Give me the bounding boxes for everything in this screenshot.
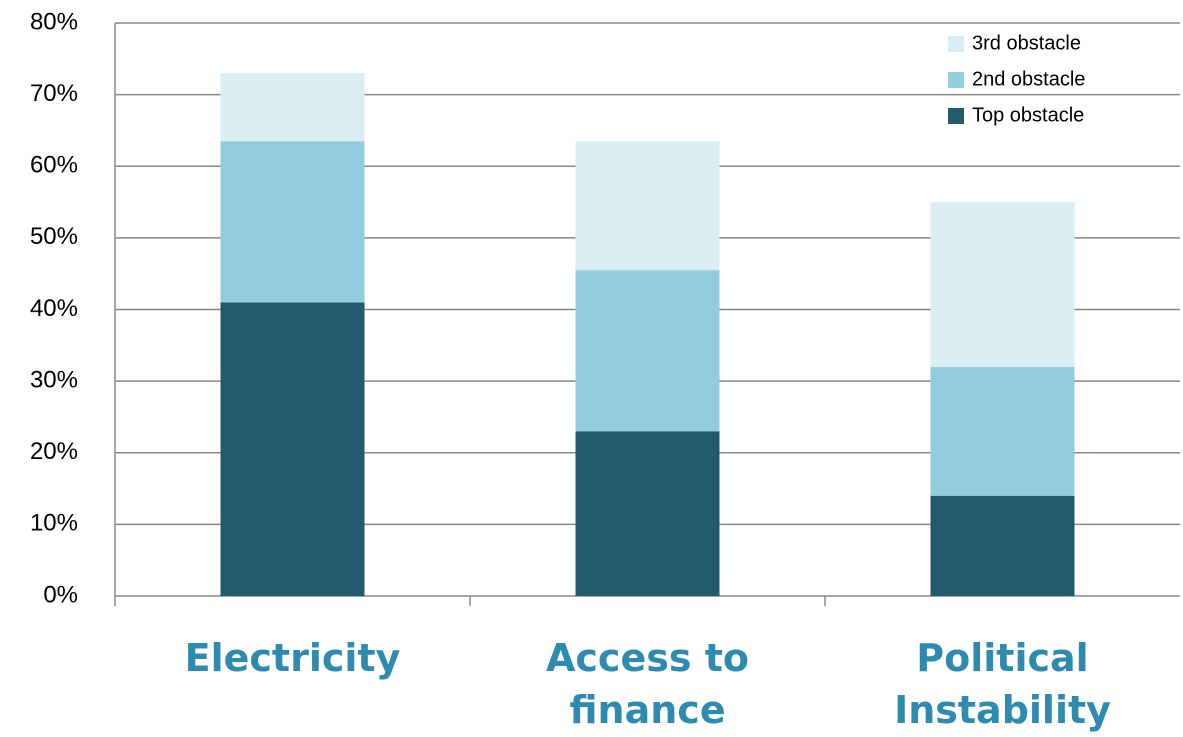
bar-segment	[220, 141, 365, 303]
y-tick-label: 10%	[30, 510, 78, 537]
bar-segment	[930, 366, 1075, 496]
y-tick-label: 0%	[43, 581, 78, 608]
y-tick-label: 20%	[30, 438, 78, 465]
bar-segment	[930, 202, 1075, 367]
bar-segment	[220, 73, 365, 142]
bar-segment	[575, 141, 720, 271]
legend-label: Top obstacle	[972, 104, 1084, 126]
legend-swatch	[948, 108, 964, 124]
y-tick-label: 30%	[30, 366, 78, 393]
y-tick-label: 50%	[30, 223, 78, 250]
y-tick-label: 40%	[30, 295, 78, 322]
legend-swatch	[948, 72, 964, 88]
bar-segment	[575, 431, 720, 596]
y-tick-label: 80%	[30, 8, 78, 35]
x-tick-label: Political Instability	[894, 636, 1111, 732]
x-tick-label: Electricity	[184, 636, 401, 680]
bar-segment	[575, 270, 720, 432]
legend-label: 2nd obstacle	[972, 68, 1085, 90]
bar-segment	[930, 495, 1075, 596]
bar-segment	[220, 302, 365, 596]
x-tick-label: Access to finance	[546, 636, 749, 732]
y-tick-label: 60%	[30, 152, 78, 179]
legend-label: 3rd obstacle	[972, 32, 1081, 54]
legend-swatch	[948, 36, 964, 52]
y-tick-label: 70%	[30, 80, 78, 107]
